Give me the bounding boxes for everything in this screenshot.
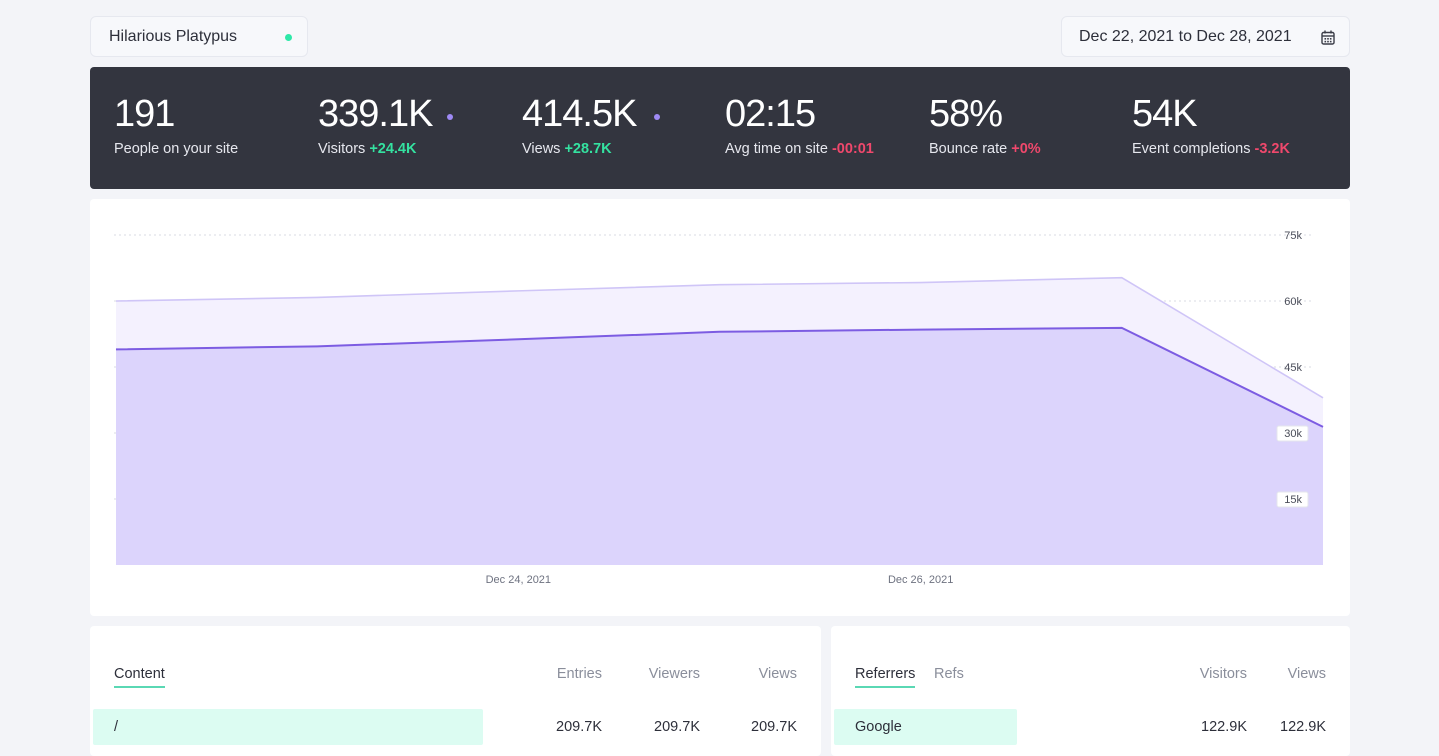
stat-label-text: Avg time on site bbox=[725, 141, 828, 157]
referrers-card: Referrers Refs Visitors Views Google 122… bbox=[831, 626, 1350, 756]
content-row-label[interactable]: / bbox=[114, 719, 118, 735]
referrer-row-visitors: 122.9K bbox=[1201, 719, 1247, 735]
stat-label-text: Views bbox=[522, 141, 560, 157]
traffic-chart-card: 75k 60k 45k 30k 15k Dec 24, 2021 Dec 26, 2021 bbox=[90, 199, 1350, 616]
stat-label: Bounce rate +0% bbox=[929, 141, 1041, 157]
stat-value: 191 bbox=[114, 93, 174, 136]
live-status-dot bbox=[285, 34, 292, 41]
stats-panel: 191 People on your site 339.1K Visitors … bbox=[90, 67, 1350, 189]
top-bar: Hilarious Platypus Dec 22, 2021 to Dec 2… bbox=[90, 16, 1350, 57]
date-range-label: Dec 22, 2021 to Dec 28, 2021 bbox=[1079, 28, 1292, 46]
stat-label-text: People on your site bbox=[114, 141, 238, 157]
stat-value: 58% bbox=[929, 93, 1002, 136]
row-share-bar bbox=[93, 709, 483, 745]
stat-label: Avg time on site -00:01 bbox=[725, 141, 874, 157]
stat-delta: +0% bbox=[1011, 141, 1040, 157]
content-row-viewers: 209.7K bbox=[654, 719, 700, 735]
stat-delta: -00:01 bbox=[832, 141, 874, 157]
stat-label: People on your site bbox=[114, 141, 238, 157]
column-entries[interactable]: Entries bbox=[557, 666, 602, 682]
content-row-views: 209.7K bbox=[751, 719, 797, 735]
date-range-picker[interactable]: Dec 22, 2021 to Dec 28, 2021 bbox=[1061, 16, 1350, 57]
y-tick-label: 60k bbox=[1284, 296, 1302, 308]
stat-label-text: Event completions bbox=[1132, 141, 1250, 157]
stat-delta: +28.7K bbox=[564, 141, 611, 157]
stat-value: 54K bbox=[1132, 93, 1197, 136]
views-series-dot bbox=[654, 114, 660, 120]
y-tick-label: 45k bbox=[1284, 362, 1302, 374]
stat-value: 02:15 bbox=[725, 93, 815, 136]
stat-label-text: Visitors bbox=[318, 141, 365, 157]
stat-value: 414.5K bbox=[522, 93, 636, 136]
stat-label-text: Bounce rate bbox=[929, 141, 1007, 157]
site-selector[interactable]: Hilarious Platypus bbox=[90, 16, 308, 57]
tab-referrers[interactable]: Referrers bbox=[855, 666, 915, 682]
y-tick-label: 15k bbox=[1284, 494, 1302, 506]
referrer-row-label[interactable]: Google bbox=[855, 719, 902, 735]
column-views[interactable]: Views bbox=[1288, 666, 1326, 682]
series-area-2 bbox=[116, 328, 1323, 565]
site-name: Hilarious Platypus bbox=[109, 28, 237, 46]
content-row-entries: 209.7K bbox=[556, 719, 602, 735]
column-views[interactable]: Views bbox=[759, 666, 797, 682]
column-viewers[interactable]: Viewers bbox=[649, 666, 700, 682]
stat-delta: +24.4K bbox=[369, 141, 416, 157]
y-tick-label: 30k bbox=[1284, 428, 1302, 440]
visitors-series-dot bbox=[447, 114, 453, 120]
content-card: Content Entries Viewers Views / 209.7K 2… bbox=[90, 626, 821, 756]
referrer-row-views: 122.9K bbox=[1280, 719, 1326, 735]
traffic-chart[interactable]: 75k 60k 45k 30k 15k Dec 24, 2021 Dec 26, 2021 bbox=[90, 199, 1350, 616]
stat-label: Event completions -3.2K bbox=[1132, 141, 1290, 157]
stat-value: 339.1K bbox=[318, 93, 432, 136]
tab-content[interactable]: Content bbox=[114, 666, 165, 682]
tab-refs[interactable]: Refs bbox=[934, 666, 964, 682]
stat-label: Views +28.7K bbox=[522, 141, 612, 157]
calendar-icon[interactable] bbox=[1321, 30, 1335, 45]
x-tick-label: Dec 26, 2021 bbox=[888, 574, 953, 586]
stat-delta: -3.2K bbox=[1255, 141, 1290, 157]
y-tick-label: 75k bbox=[1284, 230, 1302, 242]
x-tick-label: Dec 24, 2021 bbox=[486, 574, 551, 586]
column-visitors[interactable]: Visitors bbox=[1200, 666, 1247, 682]
stat-label: Visitors +24.4K bbox=[318, 141, 416, 157]
